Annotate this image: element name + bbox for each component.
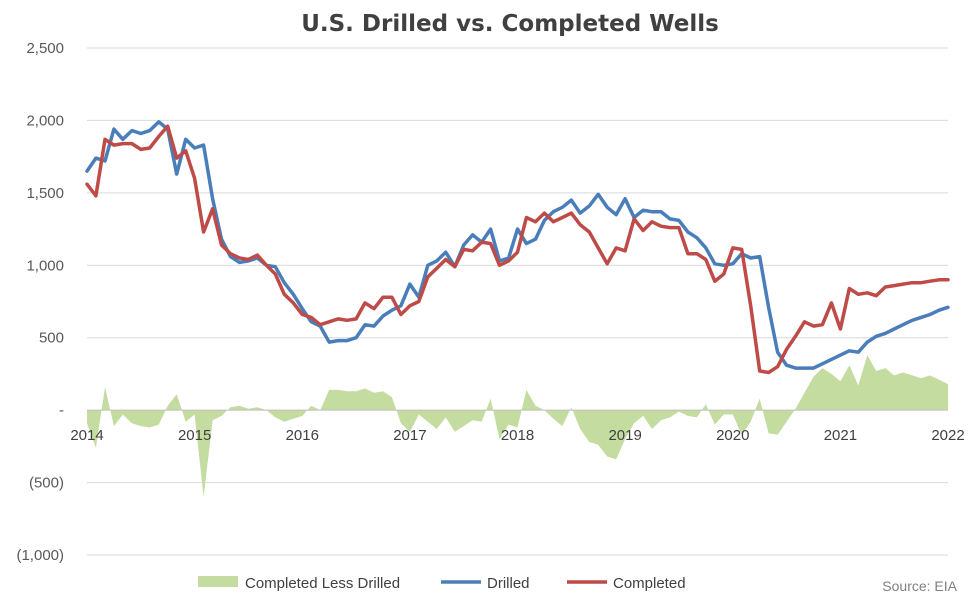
y-tick-label-6: (500) <box>29 475 64 492</box>
y-tick-label-0: 2,500 <box>26 40 64 57</box>
x-tick-label-8: 2022 <box>931 427 964 444</box>
y-tick-label-3: 1,000 <box>26 257 64 274</box>
line-series-layer <box>85 120 950 375</box>
y-tick-label-7: (1,000) <box>16 547 64 564</box>
series-completed-line <box>85 124 950 375</box>
x-tick-label-5: 2019 <box>608 427 641 444</box>
y-tick-label-5: - <box>59 402 64 419</box>
y-tick-label-1: 2,000 <box>26 112 64 129</box>
x-tick-label-6: 2020 <box>716 427 749 444</box>
x-tick-label-3: 2017 <box>393 427 426 444</box>
legend-swatch-completed-less-drilled <box>198 576 238 587</box>
x-tick-label-0: 2014 <box>70 427 103 444</box>
chart-title: U.S. Drilled vs. Completed Wells <box>301 11 719 37</box>
gridlines <box>87 47 948 556</box>
x-tick-label-2: 2016 <box>286 427 319 444</box>
x-axis-tick-labels: 2014 2015 2016 2017 2018 2019 2020 2021 2022 <box>70 427 964 444</box>
x-tick-label-7: 2021 <box>824 427 857 444</box>
series-drilled-line <box>85 120 950 370</box>
legend-label-completed-less-drilled: Completed Less Drilled <box>245 575 400 592</box>
y-tick-label-4: 500 <box>39 330 64 347</box>
legend: Completed Less Drilled Drilled Completed <box>198 575 686 592</box>
legend-label-drilled: Drilled <box>487 575 530 592</box>
source-note: Source: EIA <box>882 578 957 594</box>
legend-label-completed: Completed <box>613 575 686 592</box>
y-tick-label-2: 1,500 <box>26 185 64 202</box>
x-tick-label-4: 2018 <box>501 427 534 444</box>
area-series-layer <box>87 355 948 498</box>
series-completed-less-drilled-area <box>87 355 948 498</box>
x-tick-label-1: 2015 <box>178 427 211 444</box>
y-axis-tick-labels: 2,500 2,000 1,500 1,000 500 - (500) (1,000) <box>16 40 64 564</box>
